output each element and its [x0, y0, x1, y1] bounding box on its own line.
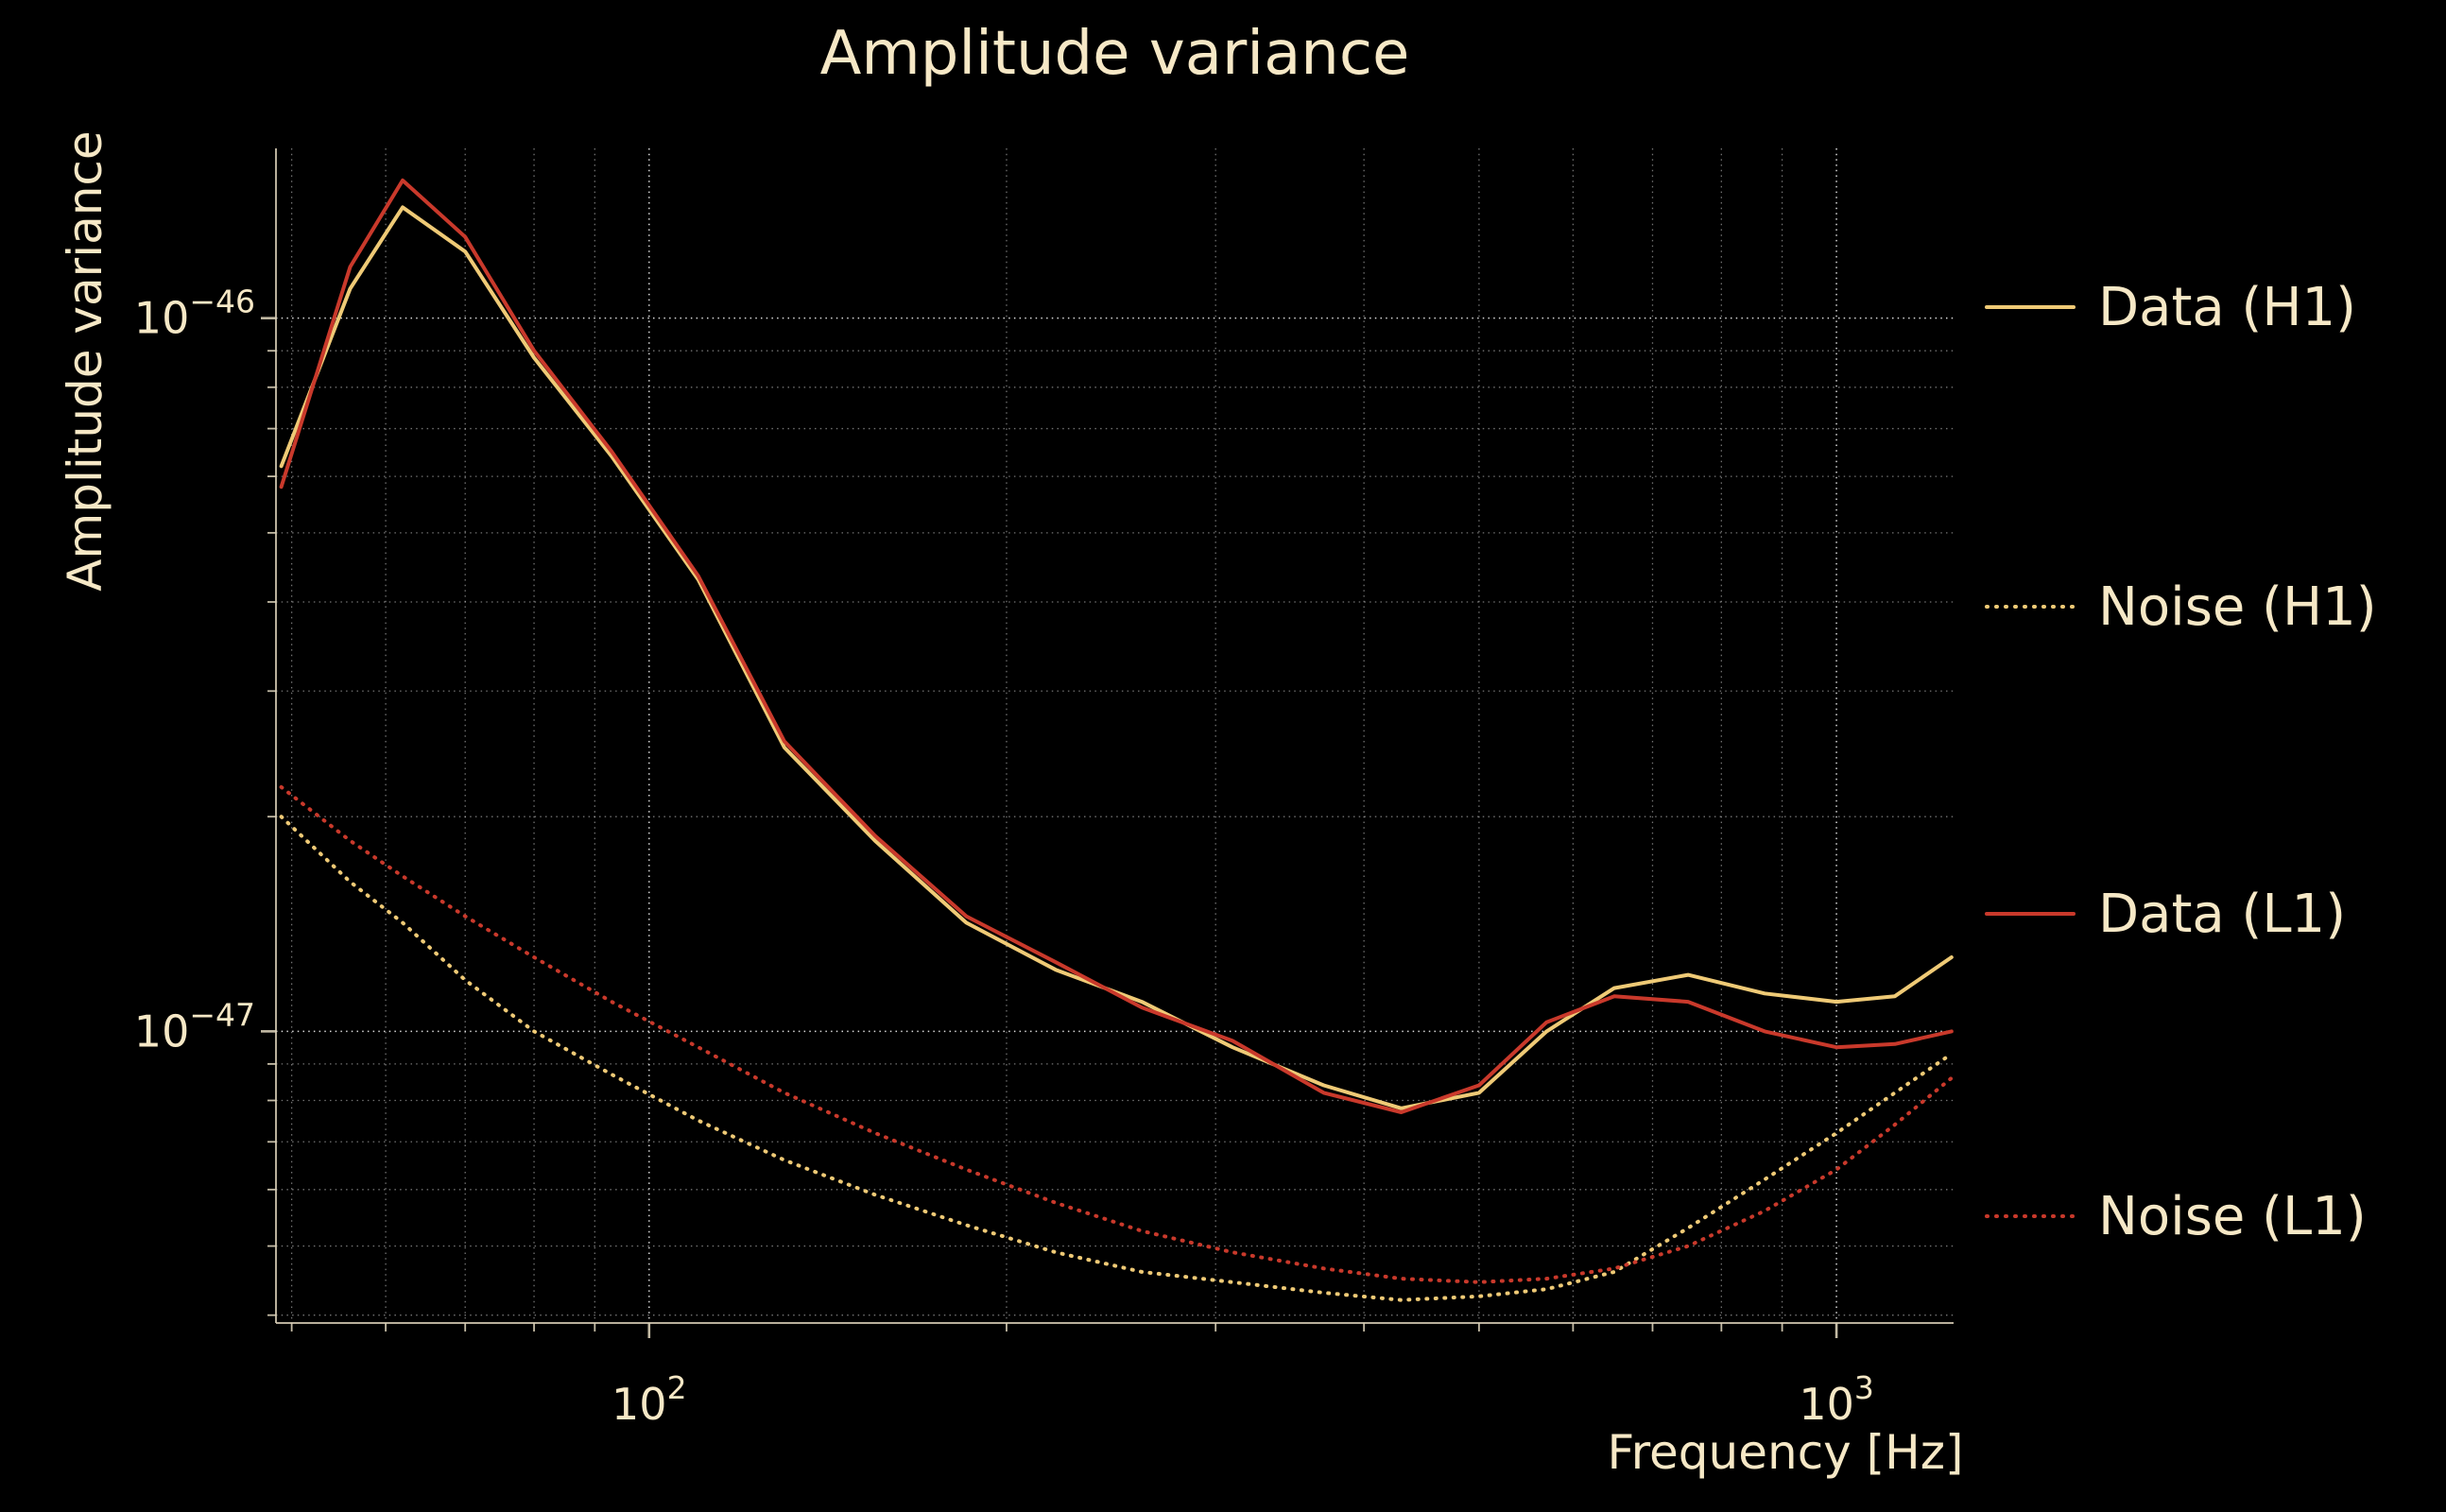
chart-title: Amplitude variance: [819, 19, 1410, 89]
y-tick-label: 10−47: [134, 996, 255, 1057]
x-axis-label: Frequency [Hz]: [1607, 1425, 1964, 1480]
legend-label-noise-h1: Noise (H1): [2098, 576, 2377, 638]
legend: Data (H1) Noise (H1) Data (L1) Noise (L1…: [1983, 0, 2444, 1512]
legend-entry-data-h1: Data (H1): [1983, 271, 2356, 343]
series-line-0: [279, 205, 1954, 1110]
legend-entry-noise-l1: Noise (L1): [1983, 1180, 2367, 1252]
legend-line-sample-solid-l1: [1985, 912, 2076, 916]
legend-label-noise-l1: Noise (L1): [2098, 1185, 2367, 1247]
legend-label-data-h1: Data (H1): [2098, 276, 2356, 338]
legend-line-sample-solid-h1: [1985, 305, 2076, 309]
legend-entry-data-l1: Data (L1): [1983, 878, 2346, 950]
y-axis-label: Amplitude variance: [58, 130, 112, 592]
legend-entry-noise-h1: Noise (H1): [1983, 571, 2377, 643]
series-line-2: [279, 178, 1954, 1114]
legend-line-sample-dotted-h1: [1985, 605, 2076, 609]
x-tick-label: 102: [612, 1369, 687, 1430]
legend-label-data-l1: Data (L1): [2098, 883, 2347, 945]
legend-line-sample-dotted-l1: [1985, 1214, 2076, 1218]
x-tick-label: 103: [1799, 1369, 1874, 1430]
y-tick-label: 10−46: [134, 284, 255, 344]
series-line-3: [279, 784, 1954, 1284]
series-line-1: [279, 815, 1954, 1302]
